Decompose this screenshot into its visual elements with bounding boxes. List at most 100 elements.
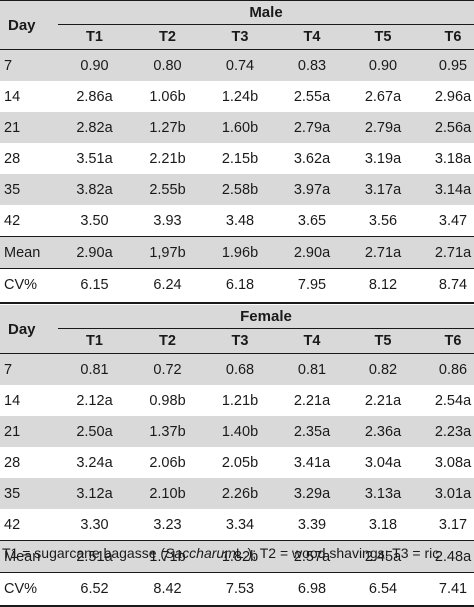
female-table-row: 35 3.12a 2.10b 2.26b 3.29a 3.13a 3.01a	[0, 478, 474, 509]
male-table-row: 28 3.51a 2.21b 2.15b 3.62a 3.19a 3.18a	[0, 143, 474, 174]
table-cell: 3.56	[368, 212, 398, 229]
table-cell: 3.23	[153, 516, 182, 533]
table-cell: 1.96b	[221, 244, 259, 261]
table-cell: 3.29a	[293, 485, 331, 502]
female-table-row: 28 3.24a 2.06b 2.05b 3.41a 3.04a 3.08a	[0, 447, 474, 478]
table-cell: 6.52	[80, 580, 109, 597]
table-cell: 3.12a	[76, 485, 113, 502]
male-col-header-t2: T2	[159, 29, 176, 45]
female-col-header-t4: T4	[303, 333, 321, 349]
table-cell: 3.24a	[76, 454, 113, 471]
female-col-header-t3: T3	[231, 333, 249, 349]
table-cell: 3.47	[438, 212, 468, 229]
table-cell: 2.23a	[434, 423, 472, 440]
table-cell: 2.10b	[149, 485, 186, 502]
row-label: 35	[4, 485, 21, 502]
table-cell: 1.40b	[221, 423, 259, 440]
table-cell: 0.95	[438, 57, 468, 74]
table-cell: 0.80	[153, 57, 182, 74]
table-cell: 0.86	[438, 361, 468, 378]
table-cell: 1.24b	[221, 88, 259, 105]
male-table-row: 42 3.50 3.93 3.48 3.65 3.56 3.47	[0, 205, 474, 236]
table-cell: 1.21b	[221, 392, 259, 409]
table-cell: 2.12a	[76, 392, 113, 409]
table-cell: 3.18a	[434, 150, 472, 167]
table-cell: 2.21a	[293, 392, 331, 409]
table-cell: 6.15	[80, 276, 109, 293]
table-cell: 2.57a	[293, 548, 331, 565]
table-cell: 3.82a	[76, 181, 113, 198]
table-cell: 6.24	[153, 276, 182, 293]
table-cell: 0.82	[368, 361, 398, 378]
table-footnote: T1 = sugarcane bagasse (Saccharum L.); T…	[0, 540, 474, 565]
row-label: Mean	[4, 244, 41, 261]
section-divider	[0, 302, 474, 304]
male-table-row: Mean 2.90a 1,97b 1.96b 2.90a 2.71a 2.71a	[0, 237, 474, 268]
table-cell: 0.81	[80, 361, 109, 378]
footnote-suffix: L.); T2 = wood shavings; T3 = ric	[235, 544, 440, 561]
table-cell: 3.30	[80, 516, 109, 533]
male-table-row: 14 2.86a 1.06b 1.24b 2.55a 2.67a 2.96a	[0, 81, 474, 112]
footnote-italic: Saccharum	[165, 544, 236, 561]
table-cell: 2.96a	[434, 88, 472, 105]
row-label: CV%	[4, 580, 38, 597]
table-cell: 2.79a	[364, 119, 402, 136]
table-cell: 2.55a	[293, 88, 331, 105]
table-cell: 3.14a	[434, 181, 472, 198]
table-cell: 1,97b	[149, 244, 186, 261]
female-col-header-t5: T5	[374, 333, 392, 349]
table-cell: 2.71a	[364, 244, 402, 261]
table-cell: 2.50a	[76, 423, 113, 440]
female-col-header-t6: T6	[444, 333, 462, 349]
female-table-row: 14 2.12a 0.98b 1.21b 2.21a 2.21a 2.54a	[0, 385, 474, 416]
table-cell: 6.18	[225, 276, 255, 293]
table-cell: 2.15b	[221, 150, 259, 167]
table-cell: 2.51a	[76, 548, 113, 565]
table-cell: 1.82b	[221, 548, 259, 565]
table-cell: 2.56a	[434, 119, 472, 136]
row-label: 35	[4, 181, 21, 198]
row-label: 42	[4, 516, 21, 533]
table-cell: 2.71a	[434, 244, 472, 261]
row-label: CV%	[4, 276, 38, 293]
male-table-row: 7 0.90 0.80 0.74 0.83 0.90 0.95	[0, 50, 474, 81]
table-cell: 2.35a	[293, 423, 331, 440]
table-cell: 2.79a	[293, 119, 331, 136]
female-table-row: 21 2.50a 1.37b 1.40b 2.35a 2.36a 2.23a	[0, 416, 474, 447]
table-cell: 1.27b	[149, 119, 186, 136]
male-cv-rule	[0, 268, 474, 269]
female-group-title: Female	[240, 307, 292, 325]
table-cell: 3.51a	[76, 150, 113, 167]
table-cell: 3.13a	[364, 485, 402, 502]
table-cell: 2.06b	[149, 454, 186, 471]
male-table-row: 21 2.82a 1.27b 1.60b 2.79a 2.79a 2.56a	[0, 112, 474, 143]
row-label: 42	[4, 212, 21, 229]
male-mean-rule	[0, 236, 474, 237]
table-cell: 3.17a	[364, 181, 402, 198]
female-group-rule	[58, 328, 474, 329]
male-header	[0, 1, 474, 49]
row-label: 14	[4, 88, 21, 105]
table-cell: 2.21b	[149, 150, 186, 167]
table-cell: 3.01a	[434, 485, 472, 502]
table-cell: 2.90a	[76, 244, 113, 261]
male-col-header-t6: T6	[444, 29, 462, 45]
table-cell: 1.37b	[149, 423, 186, 440]
row-label: 7	[4, 57, 13, 74]
female-table-row: 42 3.30 3.23 3.34 3.39 3.18 3.17	[0, 509, 474, 540]
female-table-row: CV% 6.52 8.42 7.53 6.98 6.54 7.41	[0, 573, 474, 604]
male-table-row: 35 3.82a 2.55b 2.58b 3.97a 3.17a 3.14a	[0, 174, 474, 205]
female-table-row: 7 0.81 0.72 0.68 0.81 0.82 0.86	[0, 354, 474, 385]
male-col-header-t5: T5	[374, 29, 392, 45]
table-cell: 8.74	[438, 276, 468, 293]
table-cell: 3.62a	[293, 150, 331, 167]
row-label: 28	[4, 454, 21, 471]
female-header-rule	[0, 353, 474, 354]
female-col-header-t1: T1	[86, 333, 103, 349]
table-cell: 2.54a	[434, 392, 472, 409]
table-cell: 6.98	[297, 580, 327, 597]
table-cell: 3.17	[438, 516, 468, 533]
table-cell: 2.86a	[76, 88, 113, 105]
table-cell: 2.82a	[76, 119, 113, 136]
female-col-header-t2: T2	[159, 333, 176, 349]
